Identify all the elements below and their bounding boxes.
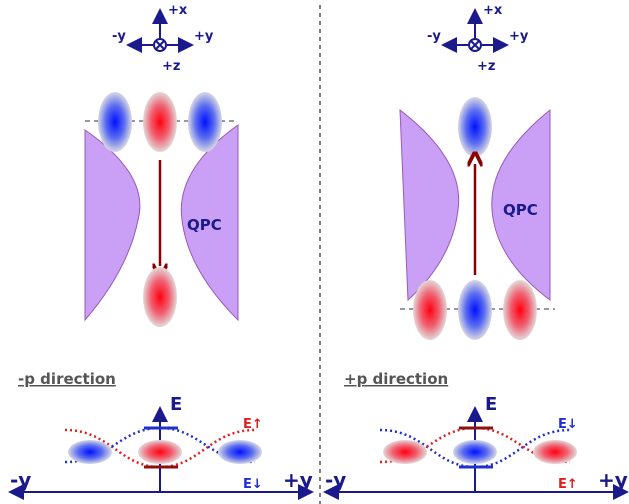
wave-packet <box>218 440 262 464</box>
direction-label: -p direction <box>18 370 116 388</box>
qpc-gate <box>85 130 140 320</box>
energy-label: E <box>485 394 497 415</box>
wave-packet <box>453 440 497 464</box>
qpc-label: QPC <box>187 216 222 234</box>
wave-packet <box>458 280 492 340</box>
y-label: -y <box>325 468 346 492</box>
axis-label: -y <box>112 29 126 44</box>
wave-packet <box>383 440 427 464</box>
axis-label: +z <box>162 59 180 74</box>
wave-packet <box>413 280 447 340</box>
figure: +x -y +y +z QPC -p direction E -y +y E↑ E↓ +x -y +y +z… <box>0 0 629 504</box>
wave-packet <box>458 97 492 157</box>
axis-label: +z <box>477 59 495 74</box>
band-label: E↓ <box>243 477 263 492</box>
qpc-label: QPC <box>503 201 538 219</box>
band-label: E↓ <box>558 417 578 432</box>
axis-label: +y <box>194 29 214 44</box>
y-label: -y <box>10 468 31 492</box>
qpc-gate <box>400 110 459 300</box>
wave-packet <box>68 440 112 464</box>
axis-label: -y <box>427 29 441 44</box>
axis-label: +y <box>509 29 529 44</box>
wave-packet <box>143 92 177 152</box>
y-label: +y <box>598 468 628 492</box>
direction-label: +p direction <box>344 370 448 388</box>
wave-packet <box>503 280 537 340</box>
wave-packet <box>98 92 132 152</box>
wave-packet <box>143 267 177 327</box>
band-label: E↑ <box>558 477 578 492</box>
wave-packet <box>533 440 577 464</box>
band-label: E↑ <box>243 417 263 432</box>
axis-label: +x <box>168 3 188 18</box>
axis-label: +x <box>483 3 503 18</box>
y-label: +y <box>283 468 313 492</box>
wave-packet <box>188 92 222 152</box>
wave-packet <box>138 440 182 464</box>
energy-label: E <box>170 394 182 415</box>
